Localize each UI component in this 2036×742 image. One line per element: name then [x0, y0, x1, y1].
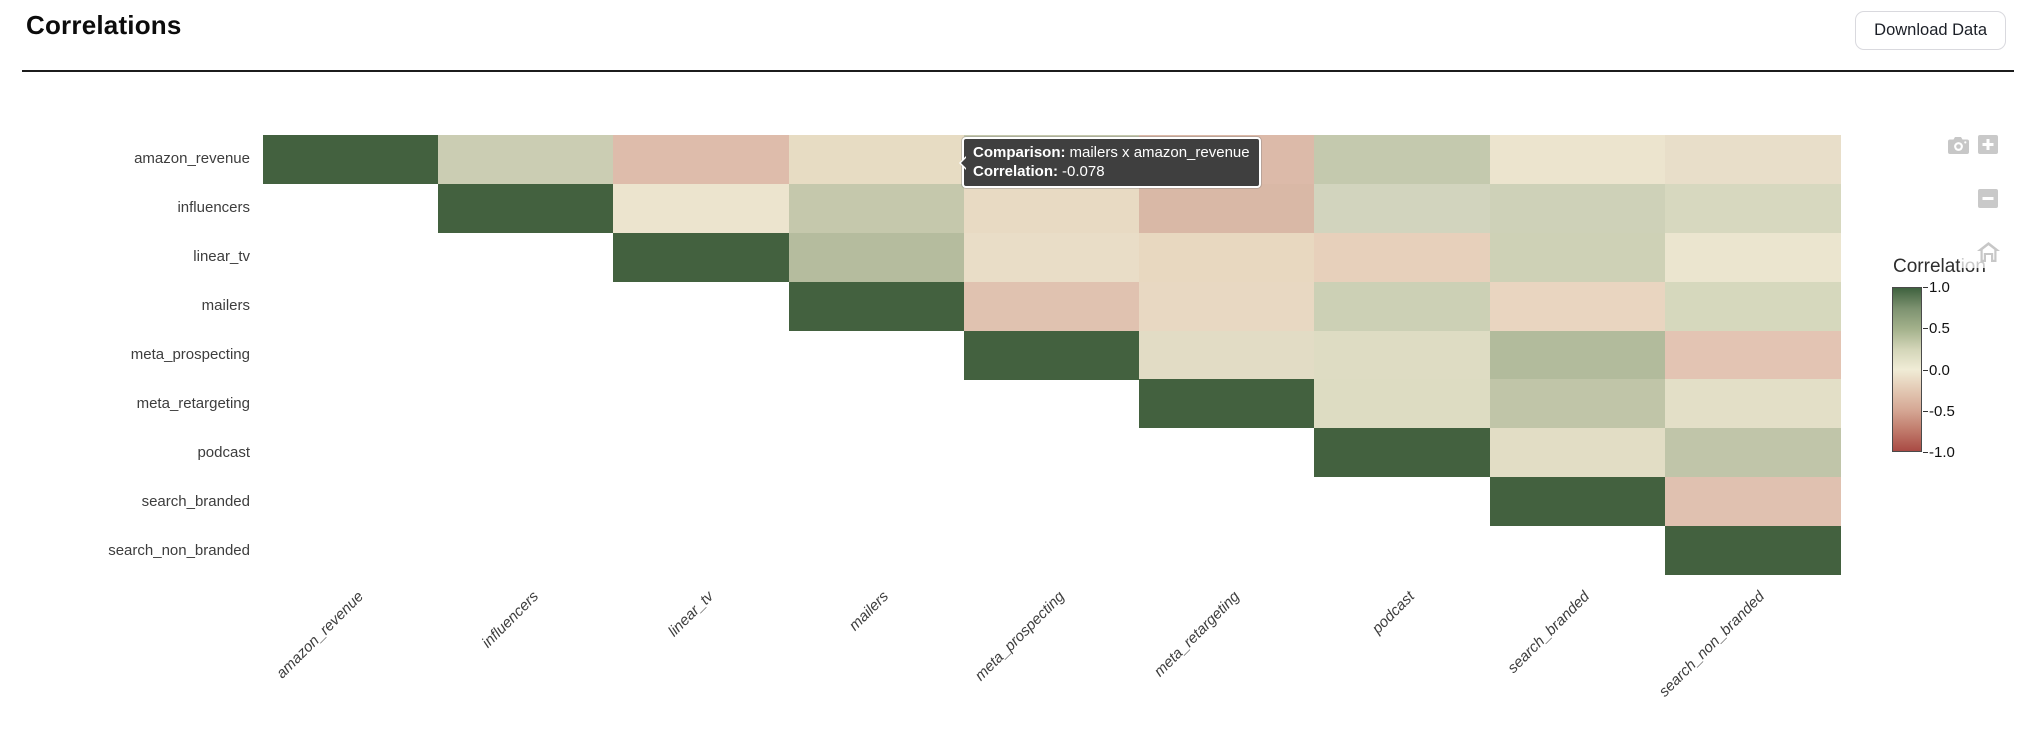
heatmap-cell[interactable]: [1314, 330, 1491, 380]
heatmap-cell[interactable]: [1664, 135, 1841, 184]
download-data-button[interactable]: Download Data: [1855, 11, 2006, 50]
y-axis-label: podcast: [197, 443, 250, 461]
zoom-out-icon[interactable]: [1978, 189, 1998, 213]
heatmap-cell[interactable]: [1664, 232, 1841, 282]
colorbar-tickmark: [1923, 287, 1928, 288]
heatmap-cell[interactable]: [613, 135, 790, 184]
colorbar-tickmark: [1923, 410, 1928, 412]
tooltip-comparison-line: Comparison: mailers x amazon_revenue: [973, 143, 1250, 162]
heatmap-cell[interactable]: [1489, 379, 1666, 429]
heatmap-cell[interactable]: [1664, 526, 1841, 576]
heatmap-cell[interactable]: [788, 232, 965, 282]
heatmap-cell[interactable]: [1139, 330, 1316, 380]
y-axis-label: search_branded: [141, 492, 250, 510]
heatmap-cell[interactable]: [1664, 379, 1841, 429]
heatmap-cell[interactable]: [963, 183, 1140, 233]
heatmap-cell[interactable]: [613, 183, 790, 233]
heatmap-cell[interactable]: [1489, 232, 1666, 282]
heatmap-cell[interactable]: [788, 183, 965, 233]
y-axis-label: linear_tv: [193, 248, 250, 266]
y-axis-label: meta_prospecting: [130, 346, 250, 363]
heatmap-cell[interactable]: [1489, 330, 1666, 380]
y-axis-label: amazon_revenue: [134, 150, 250, 168]
heatmap-cell[interactable]: [438, 135, 615, 184]
colorbar-tick-label: -1.0: [1929, 444, 1955, 461]
heatmap-cell[interactable]: [963, 232, 1140, 282]
camera-icon[interactable]: [1948, 137, 1969, 159]
tooltip-correlation-label: Correlation:: [973, 163, 1059, 180]
heatmap-cell[interactable]: [1489, 477, 1666, 527]
colorbar-tickmark: [1923, 328, 1928, 330]
heatmap-cell[interactable]: [963, 330, 1140, 380]
heatmap-cell[interactable]: [1664, 183, 1841, 233]
heatmap-cell[interactable]: [1314, 232, 1491, 282]
home-icon[interactable]: [1977, 242, 2000, 267]
heatmap-cell[interactable]: [1314, 281, 1491, 331]
heatmap-cell[interactable]: [613, 232, 790, 282]
heatmap-cell[interactable]: [1664, 281, 1841, 331]
tooltip-comparison-value: mailers x amazon_revenue: [1069, 144, 1250, 161]
heatmap-cell[interactable]: [963, 281, 1140, 331]
heatmap-cell[interactable]: [1314, 428, 1491, 478]
heatmap-cell[interactable]: [1489, 135, 1666, 184]
tooltip-comparison-label: Comparison:: [973, 144, 1066, 161]
y-axis-label: search_non_branded: [108, 541, 250, 559]
colorbar-tick-label: -0.5: [1929, 402, 1955, 420]
header-divider: [22, 70, 2014, 72]
heatmap-cell[interactable]: [1664, 477, 1841, 527]
heatmap-cell[interactable]: [1664, 330, 1841, 380]
heatmap-cell[interactable]: [1489, 428, 1666, 478]
heatmap-cell[interactable]: [1139, 379, 1316, 429]
colorbar-tickmark: [1923, 369, 1928, 371]
heatmap-cell[interactable]: [1139, 281, 1316, 331]
y-axis-label: mailers: [201, 297, 250, 315]
y-axis-label: meta_retargeting: [136, 394, 250, 412]
heatmap-cell[interactable]: [788, 135, 965, 184]
tooltip-correlation-line: Correlation: -0.078: [973, 162, 1250, 181]
hover-tooltip: Comparison: mailers x amazon_revenue Corr…: [959, 137, 1261, 188]
heatmap-cell[interactable]: [263, 135, 439, 184]
heatmap-cell[interactable]: [1489, 281, 1666, 331]
heatmap-cell[interactable]: [1314, 379, 1491, 429]
colorbar-tickmark: [1923, 452, 1928, 453]
heatmap-cell[interactable]: [1314, 135, 1491, 184]
heatmap-cell[interactable]: [1664, 428, 1841, 478]
colorbar-tick-label: 0.5: [1929, 320, 1950, 338]
colorbar-gradient: [1892, 287, 1922, 452]
colorbar-tick-label: 0.0: [1929, 361, 1950, 379]
y-axis-label: influencers: [177, 199, 250, 217]
colorbar-tick-label: 1.0: [1929, 279, 1950, 296]
zoom-in-icon[interactable]: [1978, 135, 1998, 159]
heatmap-cell[interactable]: [1489, 183, 1666, 233]
tooltip-correlation-value: -0.078: [1062, 163, 1105, 180]
heatmap-cell[interactable]: [788, 281, 965, 331]
heatmap-cell[interactable]: [1314, 183, 1491, 233]
heatmap-cell[interactable]: [438, 183, 615, 233]
heatmap-cell[interactable]: [1139, 183, 1316, 233]
heatmap-plot: [263, 135, 1841, 576]
page-title: Correlations: [26, 10, 182, 40]
heatmap-cell[interactable]: [1139, 232, 1316, 282]
